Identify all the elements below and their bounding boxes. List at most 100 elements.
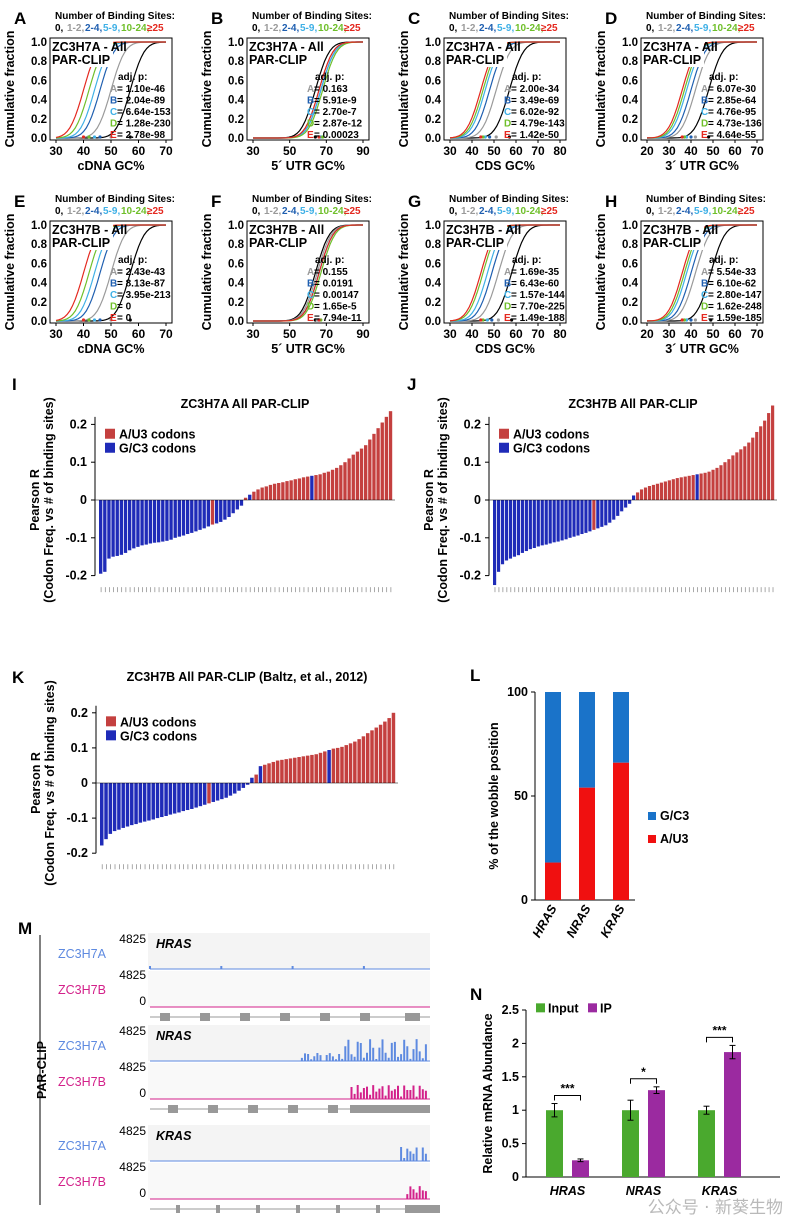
coverage-a xyxy=(149,966,365,969)
panel-title: PAR-CLIP xyxy=(643,236,701,250)
codon-bar xyxy=(119,500,124,555)
codon-bar xyxy=(117,783,121,830)
bar-ip xyxy=(572,1160,589,1177)
median-dot xyxy=(479,318,483,322)
track-max: 4825 xyxy=(119,968,146,982)
codon-bar xyxy=(727,459,731,500)
bar-ip xyxy=(648,1090,665,1177)
stat-key: D xyxy=(701,302,708,313)
x-axis-label: cDNA GC% xyxy=(78,159,145,173)
legend-item: ≥25 xyxy=(147,206,164,217)
legend-swatch-au3 xyxy=(106,716,116,727)
codon-bar xyxy=(263,764,267,783)
codon-bar xyxy=(520,500,524,553)
legend-item: ≥25 xyxy=(541,206,558,217)
codon-bar xyxy=(536,500,540,547)
median-dot xyxy=(87,318,91,322)
x-tick-label: 30 xyxy=(662,144,676,158)
cdf-chart-d: D Number of Binding Sites:0, 1-2, 2-4, 5-9, 1… xyxy=(594,9,766,173)
codon-bar xyxy=(223,500,227,520)
stat-value: = 6.02e-92 xyxy=(511,107,560,118)
legend-swatch-input xyxy=(536,1003,545,1013)
stat-value: = 0.00023 xyxy=(314,130,359,141)
median-dot xyxy=(481,135,485,139)
median-dot xyxy=(507,135,511,139)
codon-bar xyxy=(767,413,771,500)
x-tick-label: 30 xyxy=(49,327,63,341)
median-dot xyxy=(682,135,686,139)
codon-bar xyxy=(667,480,671,500)
stat-key: C xyxy=(110,290,117,301)
codon-bar xyxy=(339,465,343,500)
panel-label: J xyxy=(407,375,416,394)
y-tick-label: 0.2 xyxy=(228,114,244,126)
y-tick-label: 1.0 xyxy=(622,37,638,49)
cdf-chart-b: B Number of Binding Sites:0, 1-2, 2-4, 5-9, 1… xyxy=(200,9,372,173)
codon-bar xyxy=(771,405,775,500)
panel-e: E Number of Binding Sites: 0, 1-2, 2-4, 5-9, 1… xyxy=(0,183,200,366)
legend-label-ip: IP xyxy=(600,1001,612,1015)
y-axis-label: Cumulative fraction xyxy=(397,31,411,148)
stats-title: adj. p: xyxy=(315,255,344,266)
codon-bar xyxy=(293,479,297,500)
median-dot xyxy=(685,318,689,322)
coverage-b xyxy=(350,1085,427,1099)
codon-bar xyxy=(185,783,190,811)
legend-item: ≥25 xyxy=(738,206,755,217)
codon-bar xyxy=(103,500,107,572)
codon-bar xyxy=(568,500,572,538)
codon-bar xyxy=(763,420,767,500)
title-backdrop xyxy=(248,222,310,250)
codon-bar xyxy=(314,475,318,500)
x-tick-label: 50 xyxy=(487,327,501,341)
codon-bar xyxy=(335,747,340,783)
codon-bar xyxy=(248,494,252,500)
codon-bar xyxy=(699,473,703,500)
codon-bar xyxy=(185,500,190,535)
codon-bar xyxy=(169,500,173,540)
y-tick-label: 2 xyxy=(512,1036,519,1050)
codon-bar xyxy=(384,416,389,500)
codon-bar xyxy=(260,487,264,500)
legend-item: 1-2, xyxy=(67,206,84,217)
codon-bar xyxy=(252,491,256,500)
panel-title: PAR-CLIP xyxy=(249,236,307,250)
median-dot xyxy=(317,135,321,139)
cdf-chart-c: C Number of Binding Sites:0, 1-2, 2-4, 5-9, 1… xyxy=(397,9,569,173)
codon-bar xyxy=(277,482,281,500)
y-axis-label: Cumulative fraction xyxy=(397,214,411,331)
legend-label-input: Input xyxy=(548,1001,579,1015)
codon-bar xyxy=(227,500,231,518)
codon-bar xyxy=(107,500,111,559)
codon-bar xyxy=(580,500,584,535)
panel-m: M PAR-CLIP HRAS 4825 ZC3H7A 4825 0 ZC3H7B NRAS 4… xyxy=(10,915,485,1215)
codon-bar xyxy=(322,472,326,500)
x-tick-label: NRAS xyxy=(564,902,594,940)
title-backdrop xyxy=(642,222,704,250)
x-tick-label: 40 xyxy=(684,144,698,158)
legend-title: Number of Binding Sites: xyxy=(55,11,175,22)
codon-bar xyxy=(220,783,224,800)
legend-item: 1-2, xyxy=(658,206,675,217)
codon-bar xyxy=(190,500,194,533)
legend-item: 10-24, xyxy=(712,206,741,217)
codon-bar xyxy=(173,500,177,538)
x-tick-label: 70 xyxy=(320,144,334,158)
y-tick-label: 0.2 xyxy=(622,297,638,309)
mrna-abundance-bar-chart: 0 0.5 1 1.5 2 2.5 Relative mRNA Abundance Input… xyxy=(481,1001,780,1198)
codon-bar xyxy=(715,467,719,500)
panel-title: ZC3H7A - All xyxy=(52,40,127,54)
y-axis-label: Pearson R xyxy=(29,752,43,814)
exon xyxy=(296,1205,300,1213)
stat-key: E xyxy=(504,130,511,141)
codon-bar xyxy=(181,783,185,812)
codon-bar xyxy=(359,448,364,500)
codon-bar xyxy=(211,783,216,802)
legend-label-au3: A/U3 codons xyxy=(120,715,196,729)
codon-bar xyxy=(711,469,715,500)
stat-key: A xyxy=(701,84,708,95)
stat-key: D xyxy=(110,302,117,313)
codon-bar xyxy=(160,783,164,818)
codon-bar xyxy=(258,766,263,783)
median-dot xyxy=(81,135,86,139)
